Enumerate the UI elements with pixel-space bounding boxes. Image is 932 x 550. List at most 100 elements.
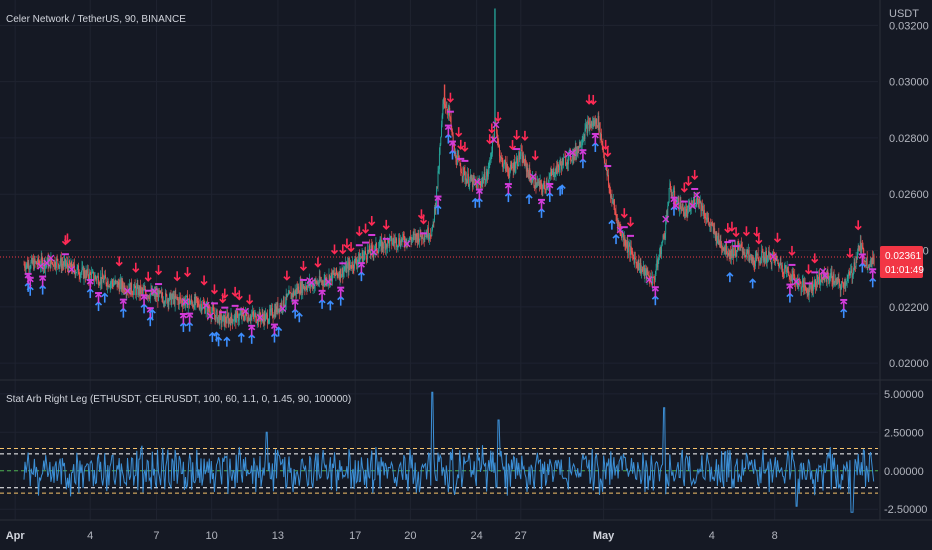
candle-body [62, 263, 64, 265]
candle-body [190, 298, 192, 303]
candle-body [510, 164, 511, 172]
candle-body [265, 314, 266, 322]
candle-body [511, 165, 513, 168]
candle-body [625, 245, 627, 247]
candle-body [181, 299, 183, 304]
candle-body [427, 227, 429, 238]
candle-body [476, 183, 478, 190]
time-tick-label: 27 [515, 530, 527, 542]
candle-body [390, 236, 392, 238]
candle-body [671, 194, 673, 196]
candle-body [627, 246, 629, 252]
candle-body [579, 141, 581, 147]
candle-body [703, 209, 705, 215]
candle-body [751, 256, 753, 261]
candle-body [217, 317, 219, 323]
candle-body [47, 257, 48, 264]
candle-body [822, 271, 824, 280]
candle-body [446, 107, 448, 111]
candle-body [768, 251, 770, 257]
candle-body [220, 314, 222, 323]
candle-body [779, 264, 780, 268]
symbol-title[interactable]: Celer Network / TetherUS, 90, BINANCE [6, 14, 186, 25]
candle-body [269, 309, 271, 320]
oscillator-pane[interactable] [0, 391, 878, 513]
candle-body [562, 158, 564, 166]
candle-body [482, 178, 484, 184]
candle-body [794, 275, 796, 281]
cross-marker [202, 301, 210, 309]
candle-body [450, 117, 452, 129]
price-pane[interactable] [23, 8, 877, 347]
candle-body [61, 263, 63, 269]
candle-body [454, 153, 456, 156]
candle-body [244, 315, 246, 321]
candle-body [209, 310, 211, 312]
candle-body [614, 210, 616, 212]
candle-body [572, 152, 573, 160]
candle-body [613, 200, 615, 205]
candle-body [372, 245, 373, 251]
candle-body [830, 273, 832, 278]
candle-body [732, 248, 734, 257]
candle-body [311, 282, 313, 289]
candle-body [147, 296, 148, 298]
candle-body [445, 104, 447, 108]
candle-body [417, 233, 419, 243]
candle-body [516, 158, 518, 166]
candle-body [51, 258, 53, 263]
candle-body [665, 215, 667, 220]
candle-body [858, 245, 860, 248]
candle-body [346, 265, 348, 273]
candle-body [177, 299, 179, 300]
oscillator-axis[interactable]: 5.00000 2.50000 0.00000 -2.50000 [884, 389, 927, 516]
candle-body [579, 141, 580, 149]
sell-arrow [604, 147, 612, 158]
candle-body [722, 247, 724, 251]
candle-body [639, 263, 641, 269]
candle-body [832, 281, 834, 285]
candle-body [870, 259, 872, 266]
candle-body [720, 240, 722, 248]
candle-body [153, 293, 155, 295]
candle-body [449, 117, 451, 119]
cross-marker [819, 267, 827, 275]
time-axis[interactable]: Apr 4 7 10 13 17 20 24 27 May 4 8 [6, 530, 778, 542]
candle-body [574, 149, 576, 156]
candle-body [872, 257, 874, 264]
candle-body [341, 267, 343, 275]
candle-body [240, 312, 242, 318]
candle-body [612, 200, 614, 203]
candle-body [178, 297, 180, 305]
buy-arrow [179, 313, 187, 324]
candle-body [582, 140, 584, 142]
cross-marker [492, 121, 500, 129]
candle-body [429, 234, 431, 238]
indicator-title[interactable]: Stat Arb Right Leg (ETHUSDT, CELRUSDT, 1… [6, 394, 351, 405]
candle-body [462, 176, 464, 177]
signal-marker [155, 283, 163, 286]
candle-body [274, 309, 276, 317]
candle-body [437, 171, 439, 187]
candle-body [367, 249, 369, 259]
candle-body [369, 252, 371, 255]
candle-body [696, 194, 698, 201]
candle-body [607, 174, 609, 176]
price-axis[interactable]: 0.032000.030000.028000.026000.024000.022… [889, 20, 929, 370]
candle-body [314, 279, 316, 285]
candle-body [272, 316, 274, 318]
candle-body [236, 311, 238, 313]
candle-body [380, 239, 382, 251]
candle-body [764, 257, 766, 262]
buy-arrow [140, 295, 148, 306]
candle-body [651, 283, 653, 286]
candle-body [851, 269, 853, 278]
candle-body [294, 292, 295, 296]
candle-body [513, 161, 515, 172]
candle-body [461, 173, 463, 177]
candle-body [148, 295, 150, 298]
candle-body [666, 215, 668, 217]
candle-body [297, 286, 299, 292]
candle-body [102, 278, 104, 283]
